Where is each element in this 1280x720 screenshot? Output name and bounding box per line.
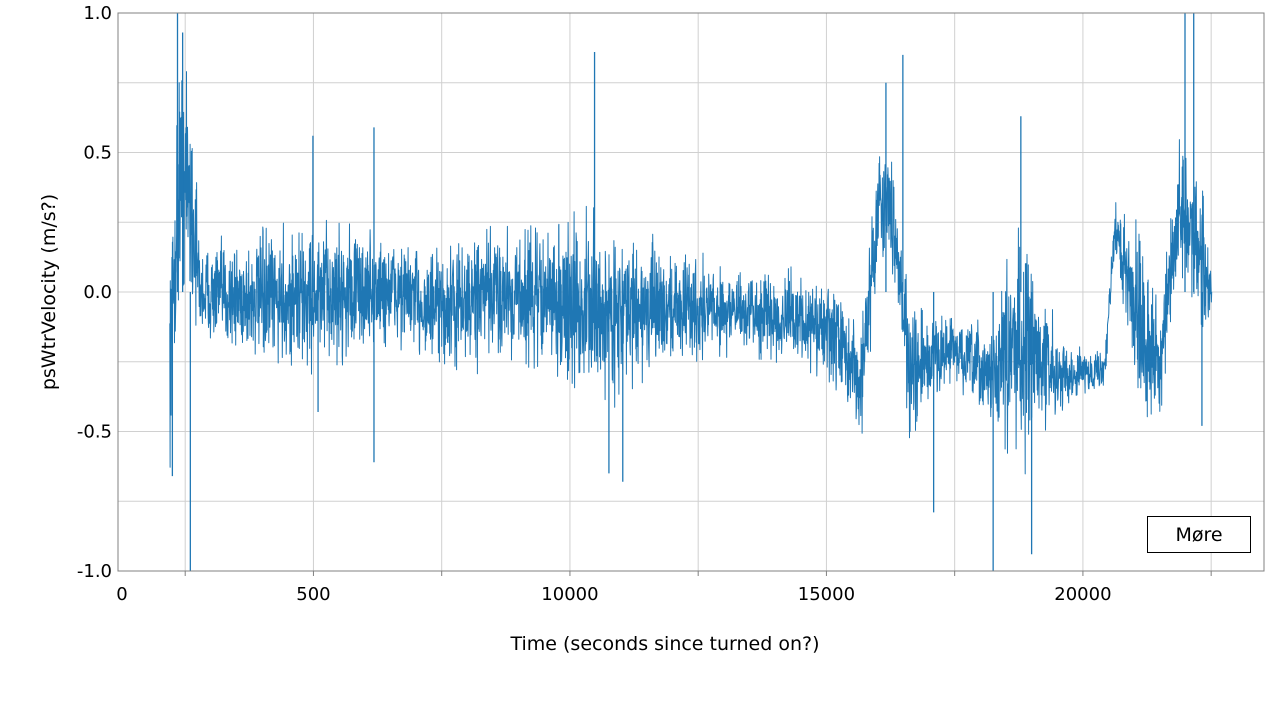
legend: Møre — [1147, 516, 1251, 553]
y-tick-label: 0.5 — [83, 143, 112, 164]
plot-frame — [117, 12, 1265, 572]
x-tick-label: 500 — [296, 584, 330, 605]
series-group — [169, 13, 1213, 571]
y-tick-label: -1.0 — [77, 561, 112, 582]
x-tick-label: 20000 — [1054, 584, 1111, 605]
x-axis-label: Time (seconds since turned on?) — [509, 633, 819, 655]
x-tick-label: 0 — [116, 584, 127, 605]
y-axis-label: psWtrVelocity (m/s?) — [38, 194, 60, 390]
x-tick-label: 10000 — [541, 584, 598, 605]
x-tick-label: 15000 — [798, 584, 855, 605]
axes: 0 500 10000 15000 20000 1.0 0.5 0.0 -0.5 -1.0 — [77, 3, 1212, 605]
series-line-more — [169, 71, 1213, 475]
y-tick-label: -0.5 — [77, 422, 112, 443]
y-tick-label: 0.0 — [83, 282, 112, 303]
legend-entry-more: Møre — [1175, 523, 1223, 546]
y-tick-label: 1.0 — [83, 3, 112, 24]
